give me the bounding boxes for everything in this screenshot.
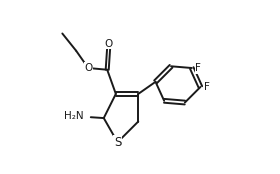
Text: F: F: [195, 63, 201, 73]
Text: S: S: [114, 136, 121, 149]
Text: O: O: [84, 63, 92, 73]
Text: H₂N: H₂N: [64, 111, 84, 121]
Text: F: F: [204, 82, 210, 92]
Text: O: O: [105, 39, 113, 49]
